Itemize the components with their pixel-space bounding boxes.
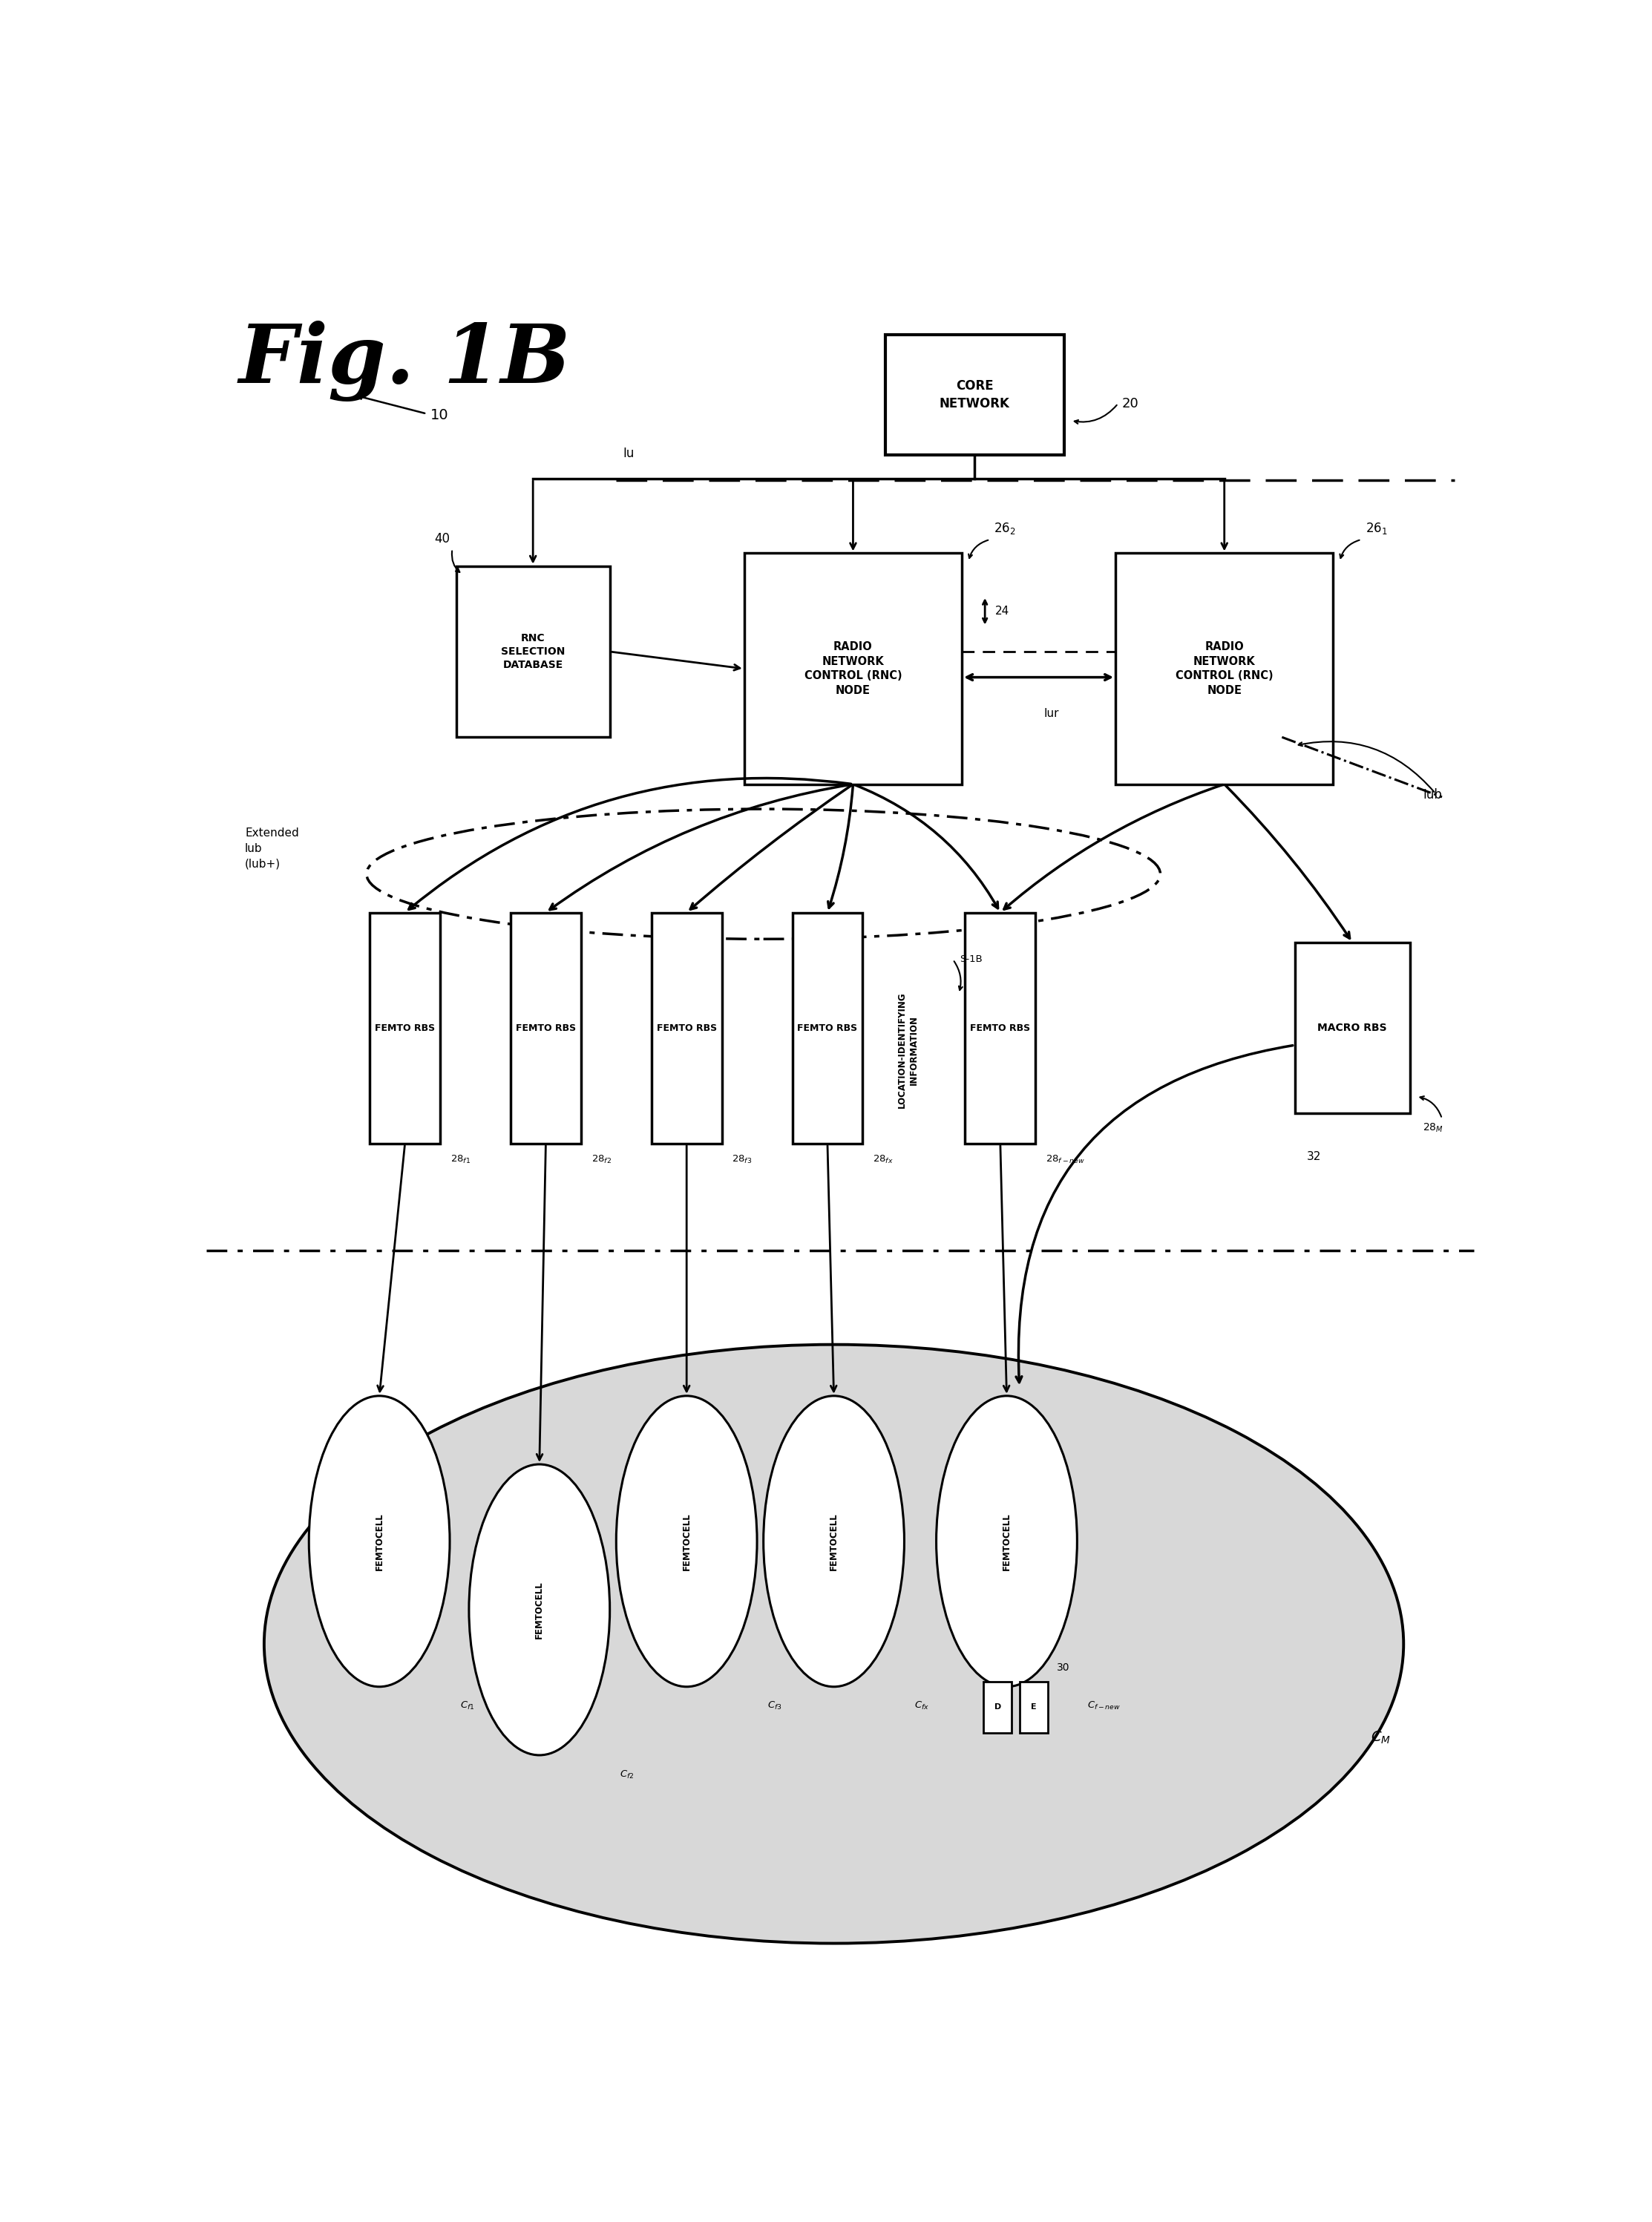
Text: 28$_{f3}$: 28$_{f3}$	[732, 1153, 752, 1164]
Text: FEMTO RBS: FEMTO RBS	[515, 1022, 577, 1033]
FancyBboxPatch shape	[983, 1682, 1011, 1733]
Text: E: E	[1031, 1704, 1036, 1711]
Text: FEMTO RBS: FEMTO RBS	[375, 1022, 434, 1033]
Text: FEMTOCELL: FEMTOCELL	[829, 1513, 839, 1571]
FancyBboxPatch shape	[793, 913, 862, 1144]
Text: 28$_{f-new}$: 28$_{f-new}$	[1046, 1153, 1085, 1164]
Text: $C_{f-new}$: $C_{f-new}$	[1087, 1700, 1120, 1711]
Text: FEMTOCELL: FEMTOCELL	[1001, 1513, 1011, 1571]
Text: RADIO
NETWORK
CONTROL (RNC)
NODE: RADIO NETWORK CONTROL (RNC) NODE	[1176, 642, 1274, 695]
Ellipse shape	[616, 1395, 757, 1686]
Text: S-1B: S-1B	[960, 955, 983, 964]
Ellipse shape	[264, 1344, 1404, 1944]
Text: Extended
lub
(lub+): Extended lub (lub+)	[244, 827, 299, 869]
Ellipse shape	[469, 1464, 610, 1755]
Text: FEMTOCELL: FEMTOCELL	[682, 1513, 692, 1571]
Text: 30: 30	[1057, 1662, 1069, 1673]
Ellipse shape	[309, 1395, 449, 1686]
Text: FEMTO RBS: FEMTO RBS	[656, 1022, 717, 1033]
FancyBboxPatch shape	[510, 913, 582, 1144]
Text: $C_{f2}$: $C_{f2}$	[620, 1769, 634, 1780]
Ellipse shape	[763, 1395, 904, 1686]
Text: 10: 10	[431, 409, 449, 422]
FancyBboxPatch shape	[885, 336, 1064, 456]
Text: MACRO RBS: MACRO RBS	[1318, 1022, 1388, 1033]
FancyBboxPatch shape	[651, 913, 722, 1144]
Text: Iub: Iub	[1422, 789, 1442, 802]
Text: 32: 32	[1307, 1151, 1322, 1162]
Text: LOCATION-IDENTIFYING
INFORMATION: LOCATION-IDENTIFYING INFORMATION	[897, 993, 919, 1109]
Text: $C_{fx}$: $C_{fx}$	[915, 1700, 930, 1711]
Text: $C_{f3}$: $C_{f3}$	[767, 1700, 781, 1711]
FancyBboxPatch shape	[743, 553, 961, 784]
Text: Fig. 1B: Fig. 1B	[238, 320, 570, 402]
Text: FEMTOCELL: FEMTOCELL	[535, 1580, 544, 1638]
Text: 28$_{f2}$: 28$_{f2}$	[591, 1153, 611, 1164]
Text: FEMTO RBS: FEMTO RBS	[970, 1022, 1031, 1033]
Text: $C_{f1}$: $C_{f1}$	[459, 1700, 474, 1711]
Text: Iur: Iur	[1044, 709, 1059, 720]
FancyBboxPatch shape	[1115, 553, 1333, 784]
Text: $C_M$: $C_M$	[1371, 1729, 1391, 1744]
Text: 28$_{fx}$: 28$_{fx}$	[872, 1153, 894, 1164]
Text: 26$_2$: 26$_2$	[995, 522, 1016, 536]
Text: D: D	[995, 1704, 1001, 1711]
FancyBboxPatch shape	[1019, 1682, 1047, 1733]
FancyBboxPatch shape	[370, 913, 439, 1144]
Text: 24: 24	[995, 607, 1009, 618]
Text: 28$_{f1}$: 28$_{f1}$	[451, 1153, 471, 1164]
Text: 26$_1$: 26$_1$	[1365, 522, 1388, 536]
FancyBboxPatch shape	[456, 567, 610, 738]
Text: CORE
NETWORK: CORE NETWORK	[940, 380, 1009, 411]
Ellipse shape	[937, 1395, 1077, 1686]
FancyBboxPatch shape	[965, 913, 1036, 1144]
Text: FEMTOCELL: FEMTOCELL	[375, 1513, 385, 1571]
Text: RADIO
NETWORK
CONTROL (RNC)
NODE: RADIO NETWORK CONTROL (RNC) NODE	[805, 642, 902, 695]
Text: 28$_M$: 28$_M$	[1422, 1122, 1444, 1133]
Text: 20: 20	[1122, 398, 1138, 411]
FancyBboxPatch shape	[1295, 942, 1411, 1113]
Text: Iu: Iu	[623, 447, 634, 460]
Text: FEMTO RBS: FEMTO RBS	[798, 1022, 857, 1033]
Text: 40: 40	[434, 531, 449, 547]
Text: RNC
SELECTION
DATABASE: RNC SELECTION DATABASE	[501, 633, 565, 671]
